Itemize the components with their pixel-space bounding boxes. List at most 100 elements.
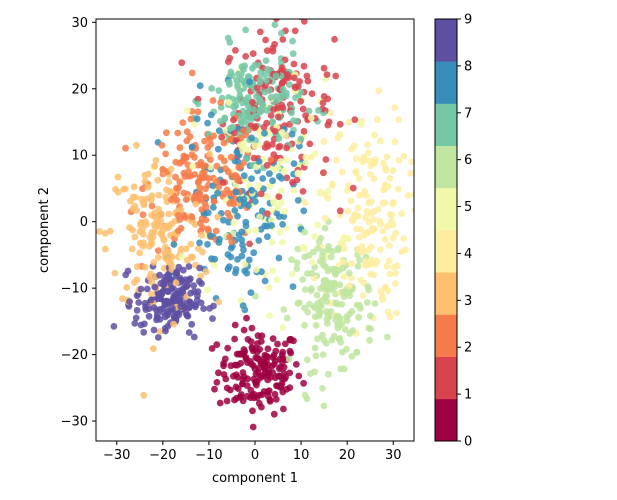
scatter-point-digit-6 [330, 280, 338, 288]
scatter-point-digit-5 [314, 221, 321, 229]
scatter-point-digit-2 [213, 162, 221, 170]
scatter-point-digit-2 [209, 97, 217, 104]
scatter-point-digit-4 [386, 174, 394, 182]
colorbar-segment [435, 103, 457, 146]
scatter-point-digit-1 [323, 71, 331, 78]
scatter-point-digit-4 [386, 313, 394, 321]
scatter-point-digit-2 [206, 135, 214, 143]
scatter-point-digit-3 [148, 211, 156, 219]
scatter-point-digit-6 [364, 283, 372, 291]
scatter-point-digit-1 [264, 142, 272, 150]
scatter-point-digit-5 [252, 226, 260, 234]
scatter-point-digit-5 [263, 192, 271, 200]
scatter-point-digit-9 [156, 315, 164, 323]
scatter-point-digit-1 [242, 53, 250, 60]
x-axis: −30 −20 −10 0 10 20 30 [103, 441, 402, 463]
scatter-point-digit-1 [332, 72, 340, 80]
colorbar-tick-label: 5 [464, 200, 472, 215]
scatter-point-digit-3 [148, 240, 156, 248]
scatter-point-digit-9 [157, 280, 165, 287]
scatter-point-digit-8 [245, 256, 253, 264]
scatter-point-digit-1 [249, 50, 257, 57]
scatter-point-digit-9 [200, 305, 208, 312]
scatter-point-digit-6 [333, 312, 341, 320]
scatter-point-digit-6 [356, 256, 363, 264]
scatter-point-digit-1 [271, 127, 279, 135]
scatter-point-digit-6 [293, 259, 301, 267]
scatter-point-digit-4 [375, 87, 383, 95]
scatter-point-digit-8 [269, 177, 276, 185]
colorbar-tick-label: 9 [464, 13, 472, 28]
scatter-point-digit-8 [261, 129, 268, 137]
scatter-point-digit-5 [178, 253, 186, 261]
scatter-point-digit-5 [252, 266, 260, 274]
scatter-point-digit-7 [256, 78, 264, 86]
scatter-point-digit-1 [300, 62, 308, 70]
colorbar-segment [435, 19, 457, 62]
scatter-point-digit-6 [304, 270, 311, 277]
scatter-point-digit-3 [119, 295, 126, 303]
scatter-point-digit-3 [133, 207, 141, 214]
scatter-point-digit-3 [112, 185, 119, 193]
scatter-point-digit-2 [122, 144, 129, 152]
scatter-point-digit-4 [353, 225, 361, 233]
scatter-point-digit-4 [404, 192, 412, 199]
scatter-point-digit-0 [224, 344, 232, 352]
scatter-point-digit-2 [172, 173, 179, 181]
scatter-point-digit-6 [363, 299, 371, 306]
scatter-point-digit-8 [196, 239, 203, 247]
scatter-point-digit-0 [211, 385, 218, 393]
scatter-point-digit-6 [322, 277, 330, 284]
scatter-point-digit-2 [173, 184, 180, 192]
scatter-point-digit-4 [324, 194, 332, 202]
scatter-point-digit-8 [210, 204, 217, 211]
scatter-point-digit-7 [242, 26, 250, 34]
scatter-point-digit-2 [196, 184, 204, 192]
scatter-point-digit-7 [228, 72, 236, 79]
scatter-point-digit-3 [129, 226, 137, 234]
scatter-point-digit-1 [306, 140, 314, 148]
scatter-point-digit-4 [362, 257, 370, 265]
scatter-point-digit-6 [305, 252, 313, 259]
scatter-point-digit-7 [297, 135, 305, 143]
scatter-point-digit-5 [268, 216, 275, 224]
scatter-point-digit-6 [322, 340, 330, 347]
scatter-point-digit-4 [355, 233, 363, 241]
scatter-point-digit-6 [323, 292, 331, 299]
scatter-point-digit-5 [302, 159, 310, 167]
scatter-point-digit-7 [257, 69, 265, 77]
scatter-point-digit-3 [199, 248, 206, 256]
scatter-point-digit-1 [246, 240, 254, 248]
scatter-point-digit-3 [157, 210, 165, 218]
scatter-point-digit-5 [277, 199, 285, 207]
scatter-point-digit-1 [248, 98, 256, 106]
scatter-point-digit-3 [131, 233, 139, 241]
scatter-point-digit-2 [198, 206, 206, 213]
scatter-point-digit-1 [232, 136, 240, 144]
scatter-point-digit-8 [204, 240, 211, 248]
scatter-point-digit-4 [350, 142, 358, 150]
scatter-point-digit-8 [288, 130, 296, 138]
scatter-point-digit-2 [183, 128, 191, 136]
scatter-point-digit-7 [289, 37, 296, 45]
scatter-point-digit-3 [155, 254, 162, 261]
scatter-point-digit-4 [336, 131, 344, 138]
scatter-point-digit-4 [390, 199, 397, 206]
scatter-point-digit-4 [329, 180, 336, 188]
scatter-point-digit-8 [215, 127, 223, 135]
scatter-point-digit-4 [345, 118, 353, 126]
scatter-point-digit-5 [277, 158, 285, 165]
scatter-point-digit-6 [322, 308, 330, 316]
scatter-point-digit-1 [267, 112, 275, 119]
scatter-point-digit-8 [227, 253, 235, 261]
scatter-point-digit-8 [234, 158, 242, 166]
scatter-point-digit-5 [270, 198, 277, 205]
scatter-point-digit-9 [190, 333, 198, 341]
scatter-point-digit-2 [227, 136, 235, 144]
scatter-point-digit-3 [177, 245, 185, 253]
scatter-point-digit-2 [213, 177, 221, 185]
scatter-point-digit-2 [191, 153, 198, 161]
scatter-point-digit-8 [248, 186, 255, 194]
scatter-point-digit-4 [389, 221, 397, 229]
scatter-point-digit-0 [248, 324, 256, 332]
